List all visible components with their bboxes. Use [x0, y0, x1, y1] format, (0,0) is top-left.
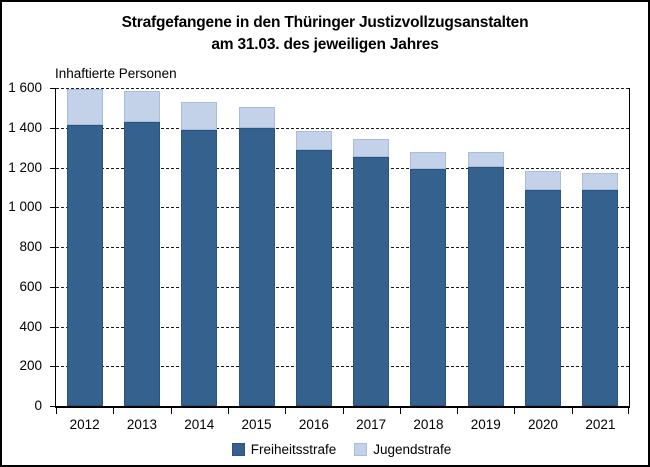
gridline-1600: [56, 88, 629, 89]
x-axis-tick-7: [457, 408, 459, 414]
y-axis-tick-1400: [50, 127, 56, 129]
x-axis-label-2020: 2020: [528, 417, 559, 432]
bar-jugendstrafe-2021: [582, 173, 619, 190]
y-axis-tick-400: [50, 326, 56, 328]
chart-subtitle: am 31.03. des jeweiligen Jahres: [211, 36, 439, 53]
bar-freiheitsstrafe-2012: [66, 125, 103, 406]
y-axis-tick-200: [50, 366, 56, 368]
x-axis-label-2013: 2013: [126, 417, 157, 432]
bar-freiheitsstrafe-2016: [295, 150, 332, 406]
x-axis-tick-1: [113, 408, 115, 414]
bar-freiheitsstrafe-2021: [582, 190, 619, 406]
x-axis-label-2012: 2012: [69, 417, 100, 432]
y-axis-label-200: 200: [19, 358, 42, 374]
x-axis-label-2018: 2018: [413, 417, 444, 432]
bar-jugendstrafe-2018: [410, 152, 447, 169]
y-axis-label-1000: 1 000: [8, 199, 42, 215]
legend-item-freiheitsstrafe: Freiheitsstrafe: [231, 442, 337, 457]
gridline-1200: [56, 167, 629, 169]
y-axis-label-1400: 1 400: [8, 119, 42, 135]
y-axis-tick-600: [50, 286, 56, 288]
jugendstrafe-swatch-icon: [354, 443, 368, 456]
legend-item-jugendstrafe: Jugendstrafe: [354, 442, 451, 457]
bar-freiheitsstrafe-2017: [353, 157, 390, 406]
y-axis-label-400: 400: [19, 318, 42, 334]
gridline-1000: [56, 207, 629, 209]
x-axis-label-2017: 2017: [356, 417, 387, 432]
gridline-1400: [56, 127, 629, 129]
x-axis-tick-10: [628, 408, 629, 414]
legend-label-jugendstrafe: Jugendstrafe: [373, 442, 452, 457]
y-axis-tick-1600: [50, 88, 56, 89]
y-axis-label-0: 0: [34, 398, 42, 413]
legend: Freiheitsstrafe Jugendstrafe: [55, 442, 628, 457]
x-axis-label-2016: 2016: [298, 417, 329, 432]
bar-jugendstrafe-2019: [467, 152, 504, 167]
bar-freiheitsstrafe-2018: [410, 169, 447, 406]
bar-jugendstrafe-2020: [525, 171, 562, 190]
y-axis-tick-800: [50, 247, 56, 248]
x-axis-label-2021: 2021: [585, 417, 616, 432]
y-axis-label-600: 600: [19, 278, 42, 294]
x-axis-tick-8: [514, 408, 516, 414]
gridline-800: [56, 247, 629, 248]
x-axis-tick-5: [342, 408, 344, 414]
bar-jugendstrafe-2014: [181, 102, 218, 130]
y-axis-label-1200: 1 200: [8, 159, 42, 175]
y-axis-unit-label: Inhaftierte Personen: [55, 66, 177, 81]
x-axis-tick-6: [399, 408, 401, 414]
bar-jugendstrafe-2013: [123, 91, 160, 122]
plot-area: 0 200 400 600 800 1 000 1 200 1 400 1 600 2012 201…: [8, 80, 630, 432]
gridline-600: [56, 286, 629, 288]
chart-title-block: Strafgefangene in den Thüringer Justizvo…: [2, 12, 648, 56]
freiheitsstrafe-swatch-icon: [231, 443, 245, 456]
chart-title: Strafgefangene in den Thüringer Justizvo…: [121, 14, 529, 31]
x-axis-tick-9: [571, 408, 573, 414]
bar-jugendstrafe-2017: [353, 139, 390, 157]
bar-freiheitsstrafe-2013: [123, 122, 160, 406]
x-axis-tick-0: [56, 408, 57, 414]
y-axis-tick-1000: [50, 207, 56, 209]
bar-jugendstrafe-2012: [66, 89, 103, 125]
x-axis-label-2014: 2014: [184, 417, 215, 432]
bar-jugendstrafe-2015: [238, 107, 275, 128]
bar-freiheitsstrafe-2014: [181, 130, 218, 406]
y-axis-label-1600: 1 600: [8, 80, 42, 95]
x-axis-label-2015: 2015: [241, 417, 272, 432]
gridline-200: [56, 366, 629, 368]
x-axis-label-2019: 2019: [470, 417, 501, 432]
x-axis-tick-4: [285, 408, 287, 414]
x-axis-tick-2: [170, 408, 172, 414]
y-axis-tick-1200: [50, 167, 56, 169]
bar-jugendstrafe-2016: [295, 131, 332, 150]
legend-label-freiheitsstrafe: Freiheitsstrafe: [250, 442, 337, 457]
x-axis-tick-3: [227, 408, 229, 414]
bar-freiheitsstrafe-2020: [525, 190, 562, 406]
y-axis-tick-0: [50, 406, 56, 407]
bar-freiheitsstrafe-2015: [238, 128, 275, 406]
y-axis-label-800: 800: [19, 239, 42, 254]
bar-freiheitsstrafe-2019: [467, 167, 504, 406]
gridline-400: [56, 326, 629, 328]
